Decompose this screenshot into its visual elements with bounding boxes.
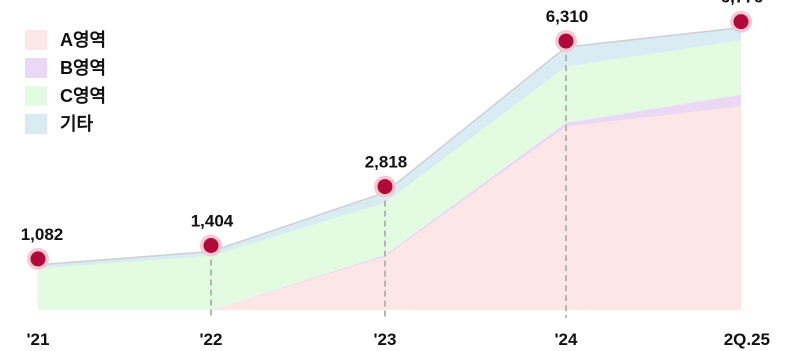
data-label: 1,082 — [21, 225, 64, 244]
data-point — [377, 179, 393, 195]
data-point — [733, 14, 749, 30]
legend-swatch — [25, 114, 47, 134]
data-point — [203, 238, 219, 253]
legend-swatch — [25, 30, 47, 50]
legend-label: B영역 — [60, 58, 106, 78]
legend-label: C영역 — [60, 86, 106, 106]
data-label: 1,404 — [191, 212, 234, 231]
guide-lines — [210, 55, 567, 318]
x-axis-ticks: '21 '22 '23 '24 2Q.25 — [27, 330, 770, 349]
total-markers — [27, 10, 752, 270]
data-point — [558, 33, 574, 49]
x-tick-label: '22 — [200, 330, 223, 349]
total-labels: 1,082 1,404 2,818 6,310 6,776 — [21, 0, 764, 244]
legend-swatch — [25, 86, 47, 106]
x-tick-label: '23 — [374, 330, 397, 349]
legend-label: A영역 — [60, 30, 106, 50]
x-tick-label: '24 — [555, 330, 578, 349]
x-tick-label: '21 — [27, 330, 50, 349]
data-point — [30, 251, 46, 267]
data-label: 6,776 — [721, 0, 764, 7]
legend-swatch — [25, 58, 47, 78]
x-tick-label: 2Q.25 — [724, 330, 770, 349]
legend-label: 기타 — [60, 114, 94, 134]
data-label: 2,818 — [365, 153, 408, 172]
data-label: 6,310 — [546, 7, 589, 26]
